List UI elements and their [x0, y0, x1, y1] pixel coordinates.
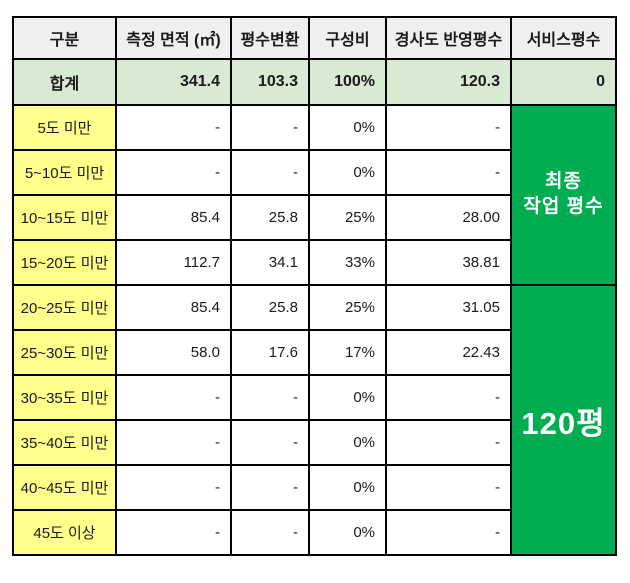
cell-ratio: 17%: [308, 329, 387, 376]
final-work-pyeong-label: 최종 작업 평수: [523, 171, 604, 217]
cell-slope-pyeong: -: [385, 509, 512, 556]
col-header-pyeong-convert: 평수변환: [230, 16, 310, 60]
cell-ratio: 0%: [308, 419, 387, 466]
total-area: 341.4: [115, 58, 232, 106]
table-row-under-5deg: 5도 미만 - - 0% - 최종 작업 평수: [12, 104, 617, 286]
total-slope-pyeong: 120.3: [385, 58, 512, 106]
cell-area: -: [115, 149, 232, 196]
cell-pyeong: -: [230, 374, 310, 421]
cell-area: 85.4: [115, 194, 232, 241]
cell-slope-pyeong: 38.81: [385, 239, 512, 286]
table-row-25-30deg: 25~30도 미만 58.0 17.6 17% 22.43: [12, 329, 616, 376]
cell-pyeong: -: [230, 104, 310, 151]
cell-pyeong: -: [230, 464, 310, 511]
table-row-10-15deg: 10~15도 미만 85.4 25.8 25% 28.00: [12, 194, 616, 241]
table-row-over-45deg: 45도 이상 - - 0% -: [12, 509, 616, 556]
table-row-15-20deg: 15~20도 미만 112.7 34.1 33% 38.81: [12, 239, 616, 286]
row-label: 40~45도 미만: [12, 464, 117, 511]
total-label: 합계: [12, 58, 117, 106]
cell-ratio: 0%: [308, 464, 387, 511]
cell-area: 58.0: [115, 329, 232, 376]
cell-pyeong: 25.8: [230, 284, 310, 331]
col-header-service-pyeong: 서비스평수: [510, 16, 617, 60]
cell-slope-pyeong: -: [385, 419, 512, 466]
cell-slope-pyeong: 31.05: [385, 284, 512, 331]
table-row-40-45deg: 40~45도 미만 - - 0% -: [12, 464, 616, 511]
final-pyeong-value: 120평: [521, 405, 606, 441]
row-label: 25~30도 미만: [12, 329, 117, 376]
cell-pyeong: 17.6: [230, 329, 310, 376]
cell-pyeong: 25.8: [230, 194, 310, 241]
cell-ratio: 0%: [308, 149, 387, 196]
header-row: 구분 측정 면적 (㎡) 평수변환 구성비 경사도 반영평수 서비스평수: [12, 16, 617, 60]
cell-slope-pyeong: -: [385, 464, 512, 511]
row-label: 45도 이상: [12, 509, 117, 556]
cell-pyeong: -: [230, 149, 310, 196]
cell-ratio: 0%: [308, 509, 387, 556]
total-ratio: 100%: [308, 58, 387, 106]
cell-pyeong: -: [230, 509, 310, 556]
cell-ratio: 0%: [308, 104, 387, 151]
table-row-35-40deg: 35~40도 미만 - - 0% -: [12, 419, 616, 466]
row-label: 30~35도 미만: [12, 374, 117, 421]
cell-area: -: [115, 419, 232, 466]
cell-ratio: 33%: [308, 239, 387, 286]
table-row-20-25deg: 20~25도 미만 85.4 25.8 25% 31.05 120평: [12, 284, 617, 556]
cell-ratio: 0%: [308, 374, 387, 421]
row-label: 35~40도 미만: [12, 419, 117, 466]
table-row-5-10deg: 5~10도 미만 - - 0% -: [12, 149, 616, 196]
cell-slope-pyeong: 22.43: [385, 329, 512, 376]
cell-area: 85.4: [115, 284, 232, 331]
cell-pyeong: 34.1: [230, 239, 310, 286]
table-row-30-35deg: 30~35도 미만 - - 0% -: [12, 374, 616, 421]
cell-ratio: 25%: [308, 194, 387, 241]
col-header-slope-pyeong: 경사도 반영평수: [385, 16, 512, 60]
row-label: 5도 미만: [12, 104, 117, 151]
col-header-ratio: 구성비: [308, 16, 387, 60]
row-label: 5~10도 미만: [12, 149, 117, 196]
cell-area: 112.7: [115, 239, 232, 286]
cell-pyeong: -: [230, 419, 310, 466]
col-header-measured-area: 측정 면적 (㎡): [115, 16, 232, 60]
total-row: 합계 341.4 103.3 100% 120.3 0: [12, 58, 617, 106]
final-pyeong-value-cell: 120평: [510, 284, 617, 556]
col-header-category: 구분: [12, 16, 117, 60]
row-label: 10~15도 미만: [12, 194, 117, 241]
total-service-pyeong: 0: [510, 58, 617, 106]
cell-area: -: [115, 509, 232, 556]
total-pyeong: 103.3: [230, 58, 310, 106]
row-label: 20~25도 미만: [12, 284, 117, 331]
slope-area-table: 구분 측정 면적 (㎡) 평수변환 구성비 경사도 반영평수 서비스평수 합계 …: [12, 16, 617, 556]
cell-slope-pyeong: -: [385, 104, 512, 151]
cell-slope-pyeong: -: [385, 374, 512, 421]
cell-ratio: 25%: [308, 284, 387, 331]
cell-area: -: [115, 104, 232, 151]
cell-slope-pyeong: 28.00: [385, 194, 512, 241]
cell-area: -: [115, 464, 232, 511]
row-label: 15~20도 미만: [12, 239, 117, 286]
final-work-pyeong-cell: 최종 작업 평수: [510, 104, 617, 286]
cell-area: -: [115, 374, 232, 421]
cell-slope-pyeong: -: [385, 149, 512, 196]
